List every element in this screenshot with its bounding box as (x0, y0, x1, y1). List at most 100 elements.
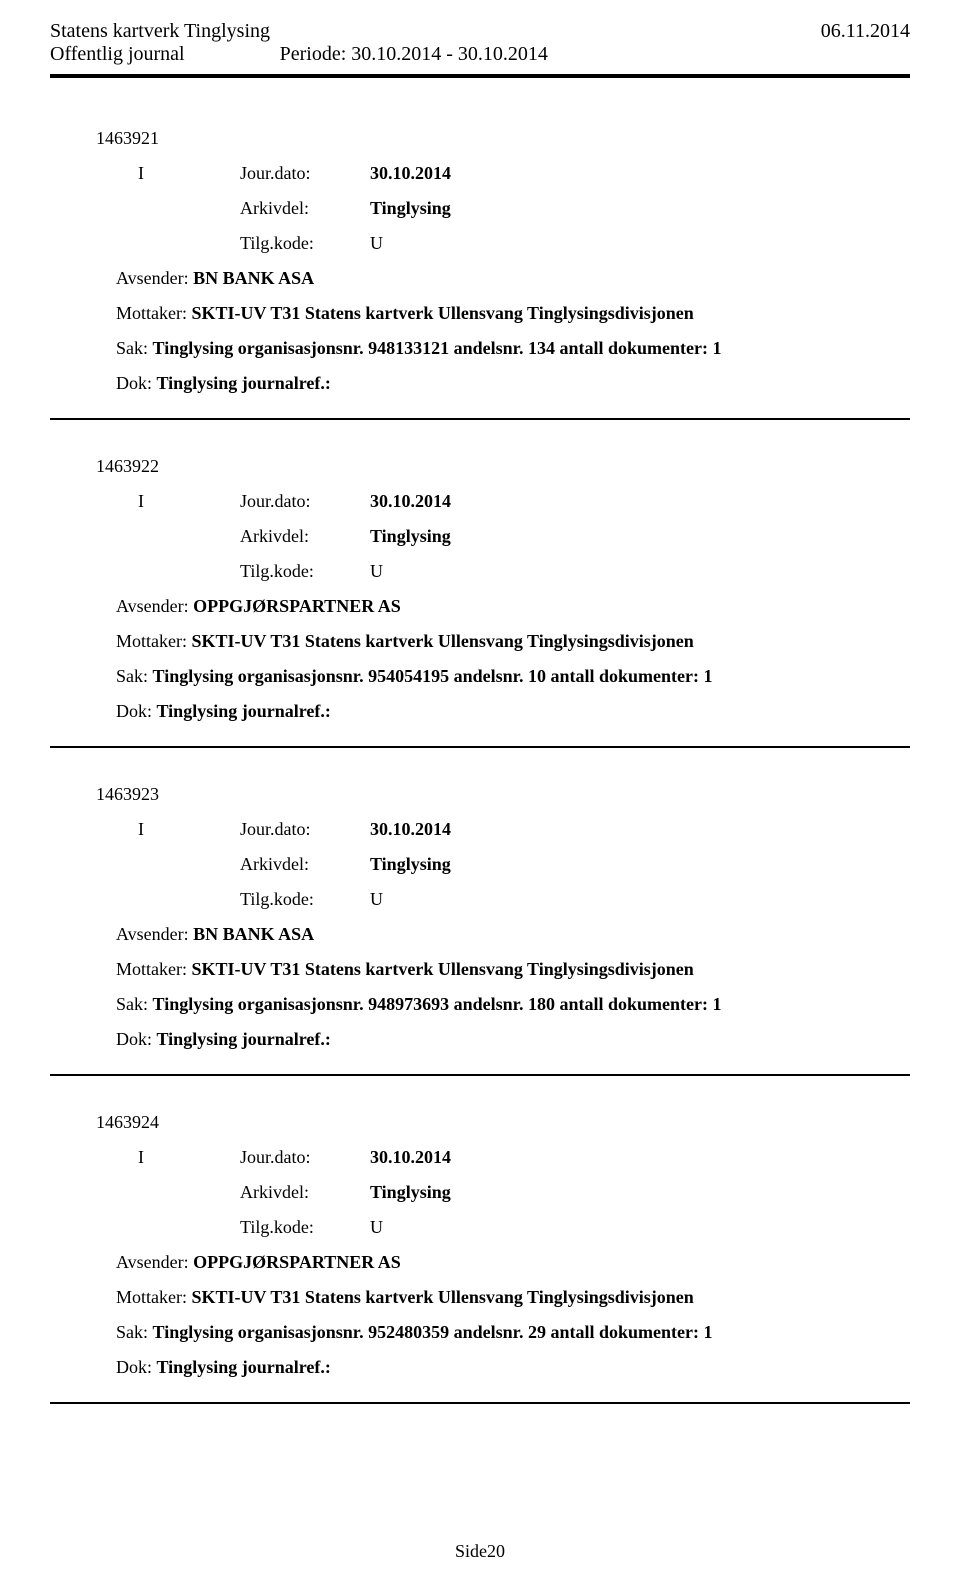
entry-avsender: Avsender: BN BANK ASA (116, 924, 910, 945)
entry-direction: I (138, 1147, 240, 1168)
avsender-label: Avsender: (116, 924, 193, 944)
avsender-value: OPPGJØRSPARTNER AS (193, 596, 401, 616)
entry-rule (50, 1074, 910, 1076)
entry-line-jour: I Jour.dato: 30.10.2014 (138, 1147, 910, 1168)
tilg-label: Tilg.kode: (240, 561, 370, 582)
sak-value: Tinglysing organisasjonsnr. 948973693 an… (153, 994, 722, 1014)
arkivdel-value: Tinglysing (370, 854, 451, 875)
entry-sak: Sak: Tinglysing organisasjonsnr. 9481331… (116, 338, 910, 359)
header-org: Statens kartverk Tinglysing (50, 20, 270, 43)
entry-mottaker: Mottaker: SKTI-UV T31 Statens kartverk U… (116, 1287, 910, 1308)
entry-line-jour: I Jour.dato: 30.10.2014 (138, 491, 910, 512)
sak-label: Sak: (116, 666, 153, 686)
entry-rule (50, 1402, 910, 1404)
tilg-value: U (370, 561, 383, 582)
header-period: Periode: 30.10.2014 - 30.10.2014 (280, 43, 548, 66)
sak-label: Sak: (116, 1322, 153, 1342)
entry-line-arkiv: Arkivdel: Tinglysing (240, 198, 910, 219)
header-journal-type: Offentlig journal (50, 43, 185, 66)
avsender-value: BN BANK ASA (193, 924, 314, 944)
entry-id: 1463923 (96, 784, 910, 805)
jour-dato-label: Jour.dato: (240, 163, 370, 184)
entry-line-arkiv: Arkivdel: Tinglysing (240, 1182, 910, 1203)
sak-label: Sak: (116, 994, 153, 1014)
entry-id: 1463924 (96, 1112, 910, 1133)
jour-dato-value: 30.10.2014 (370, 1147, 451, 1168)
mottaker-label: Mottaker: (116, 1287, 191, 1307)
tilg-value: U (370, 233, 383, 254)
tilg-label: Tilg.kode: (240, 889, 370, 910)
page-header: Statens kartverk Tinglysing 06.11.2014 O… (50, 20, 910, 66)
arkivdel-value: Tinglysing (370, 1182, 451, 1203)
sak-value: Tinglysing organisasjonsnr. 948133121 an… (153, 338, 722, 358)
entry-avsender: Avsender: OPPGJØRSPARTNER AS (116, 1252, 910, 1273)
sak-label: Sak: (116, 338, 153, 358)
header-date: 06.11.2014 (821, 20, 910, 43)
tilg-value: U (370, 1217, 383, 1238)
arkivdel-label: Arkivdel: (240, 198, 370, 219)
arkivdel-value: Tinglysing (370, 526, 451, 547)
entry-mottaker: Mottaker: SKTI-UV T31 Statens kartverk U… (116, 303, 910, 324)
avsender-label: Avsender: (116, 596, 193, 616)
mottaker-value: SKTI-UV T31 Statens kartverk Ullensvang … (191, 303, 693, 323)
entry-sak: Sak: Tinglysing organisasjonsnr. 9524803… (116, 1322, 910, 1343)
entry-avsender: Avsender: OPPGJØRSPARTNER AS (116, 596, 910, 617)
jour-dato-value: 30.10.2014 (370, 819, 451, 840)
entry-direction: I (138, 163, 240, 184)
entry-line-tilg: Tilg.kode: U (240, 233, 910, 254)
journal-entry: 1463921 I Jour.dato: 30.10.2014 Arkivdel… (50, 128, 910, 420)
sak-value: Tinglysing organisasjonsnr. 952480359 an… (153, 1322, 713, 1342)
jour-dato-label: Jour.dato: (240, 819, 370, 840)
header-row-1: Statens kartverk Tinglysing 06.11.2014 (50, 20, 910, 43)
entry-line-arkiv: Arkivdel: Tinglysing (240, 854, 910, 875)
dok-label: Dok: (116, 373, 157, 393)
mottaker-label: Mottaker: (116, 303, 191, 323)
arkivdel-label: Arkivdel: (240, 1182, 370, 1203)
avsender-value: BN BANK ASA (193, 268, 314, 288)
tilg-label: Tilg.kode: (240, 233, 370, 254)
entry-line-arkiv: Arkivdel: Tinglysing (240, 526, 910, 547)
jour-dato-label: Jour.dato: (240, 491, 370, 512)
dok-label: Dok: (116, 1029, 157, 1049)
dok-label: Dok: (116, 1357, 157, 1377)
entry-sak: Sak: Tinglysing organisasjonsnr. 9540541… (116, 666, 910, 687)
mottaker-value: SKTI-UV T31 Statens kartverk Ullensvang … (191, 631, 693, 651)
entry-line-tilg: Tilg.kode: U (240, 889, 910, 910)
sak-value: Tinglysing organisasjonsnr. 954054195 an… (153, 666, 713, 686)
arkivdel-value: Tinglysing (370, 198, 451, 219)
entry-dok: Dok: Tinglysing journalref.: (116, 1029, 910, 1050)
mottaker-value: SKTI-UV T31 Statens kartverk Ullensvang … (191, 959, 693, 979)
entry-rule (50, 746, 910, 748)
avsender-label: Avsender: (116, 1252, 193, 1272)
entry-line-jour: I Jour.dato: 30.10.2014 (138, 163, 910, 184)
arkivdel-label: Arkivdel: (240, 854, 370, 875)
tilg-value: U (370, 889, 383, 910)
mottaker-value: SKTI-UV T31 Statens kartverk Ullensvang … (191, 1287, 693, 1307)
entry-avsender: Avsender: BN BANK ASA (116, 268, 910, 289)
page-footer: Side20 (0, 1541, 960, 1562)
journal-entry: 1463924 I Jour.dato: 30.10.2014 Arkivdel… (50, 1112, 910, 1404)
mottaker-label: Mottaker: (116, 959, 191, 979)
entry-line-jour: I Jour.dato: 30.10.2014 (138, 819, 910, 840)
page-number: Side20 (455, 1541, 505, 1561)
entry-dok: Dok: Tinglysing journalref.: (116, 1357, 910, 1378)
entry-direction: I (138, 819, 240, 840)
entry-id: 1463922 (96, 456, 910, 477)
entry-mottaker: Mottaker: SKTI-UV T31 Statens kartverk U… (116, 631, 910, 652)
arkivdel-label: Arkivdel: (240, 526, 370, 547)
journal-entry: 1463922 I Jour.dato: 30.10.2014 Arkivdel… (50, 456, 910, 748)
entry-dok: Dok: Tinglysing journalref.: (116, 373, 910, 394)
entry-direction: I (138, 491, 240, 512)
avsender-label: Avsender: (116, 268, 193, 288)
entry-mottaker: Mottaker: SKTI-UV T31 Statens kartverk U… (116, 959, 910, 980)
dok-value: Tinglysing journalref.: (157, 1029, 331, 1049)
mottaker-label: Mottaker: (116, 631, 191, 651)
jour-dato-label: Jour.dato: (240, 1147, 370, 1168)
entry-rule (50, 418, 910, 420)
entry-line-tilg: Tilg.kode: U (240, 561, 910, 582)
header-row-2: Offentlig journal Periode: 30.10.2014 - … (50, 43, 910, 66)
entry-line-tilg: Tilg.kode: U (240, 1217, 910, 1238)
dok-value: Tinglysing journalref.: (157, 373, 331, 393)
dok-value: Tinglysing journalref.: (157, 1357, 331, 1377)
tilg-label: Tilg.kode: (240, 1217, 370, 1238)
